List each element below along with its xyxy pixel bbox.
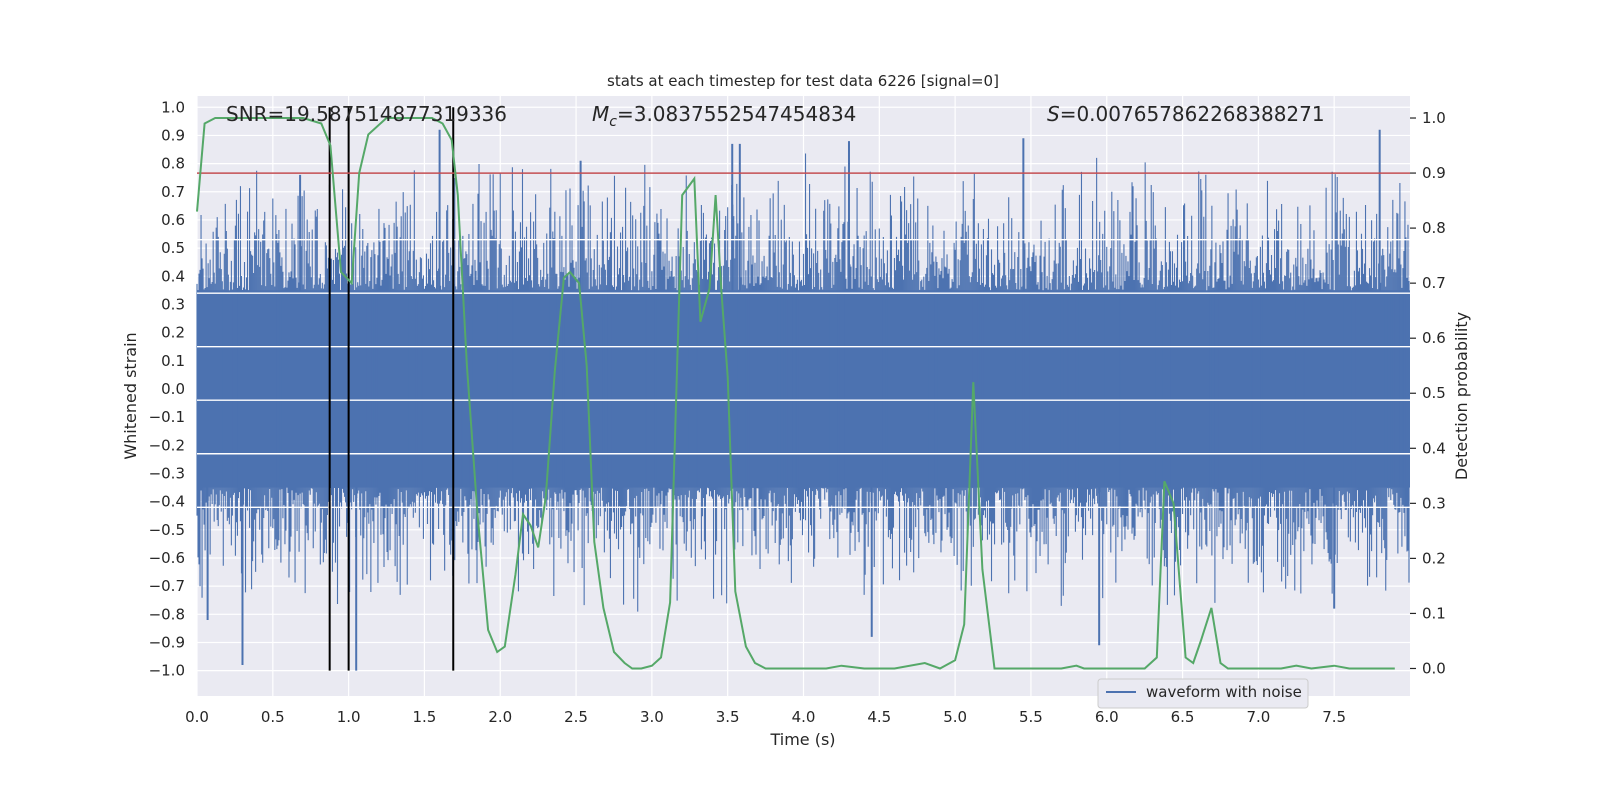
waveform-noise-series (196, 129, 1410, 671)
x-tick-label: 4.0 (792, 708, 816, 726)
x-tick-label: 3.0 (640, 708, 664, 726)
left-y-tick-label: −0.9 (149, 633, 185, 651)
snr-annotation: SNR=19.587514877319336 (226, 102, 507, 126)
chirp-mass-annotation: Mc=3.0837552547454834 (592, 102, 856, 130)
right-y-tick-label: 0.5 (1422, 384, 1446, 402)
left-y-tick-label: 0.2 (161, 324, 185, 342)
x-axis-label: Time (s) (769, 730, 835, 749)
left-y-tick-label: −0.5 (149, 521, 185, 539)
left-y-tick-label: 0.0 (161, 380, 185, 398)
x-tick-label: 1.5 (413, 708, 437, 726)
right-y-tick-label: 0.2 (1422, 549, 1446, 567)
right-y-tick-label: 0.8 (1422, 219, 1446, 237)
right-y-tick-label: 0.0 (1422, 659, 1446, 677)
x-tick-label: 6.0 (1095, 708, 1119, 726)
legend-label: waveform with noise (1146, 683, 1302, 701)
right-y-axis-ticks: 1.0 0.9 0.8 0.7 0.6 0.5 0.4 0.3 0.2 0.1 0.0 (1410, 109, 1446, 677)
x-tick-label: 5.0 (943, 708, 967, 726)
x-tick-label: 2.0 (488, 708, 512, 726)
left-y-tick-label: −0.7 (149, 577, 185, 595)
right-y-tick-label: 0.7 (1422, 274, 1446, 292)
right-y-tick-label: 0.1 (1422, 604, 1446, 622)
left-y-tick-label: −0.6 (149, 549, 185, 567)
x-tick-label: 3.5 (716, 708, 740, 726)
left-y-tick-label: −0.8 (149, 605, 185, 623)
right-y-tick-label: 0.9 (1422, 164, 1446, 182)
left-y-tick-label: 0.7 (161, 183, 185, 201)
left-y-tick-label: 0.5 (161, 239, 185, 257)
left-y-tick-label: 0.4 (161, 267, 185, 285)
left-y-tick-label: −1.0 (149, 662, 185, 680)
left-y-tick-label: 0.1 (161, 352, 185, 370)
left-y-tick-label: 0.8 (161, 155, 185, 173)
left-y-tick-label: 1.0 (161, 98, 185, 116)
score-symbol: S (1047, 102, 1060, 126)
left-y-tick-label: −0.3 (149, 464, 185, 482)
score-annotation: S=0.007657862268388271 (1047, 102, 1325, 126)
x-tick-label: 0.5 (261, 708, 285, 726)
chart-title: stats at each timestep for test data 622… (607, 72, 999, 90)
left-y-axis-label: Whitened strain (121, 332, 140, 459)
detection-probability-line (196, 117, 1395, 670)
x-tick-label: 1.0 (337, 708, 361, 726)
left-y-tick-label: 0.9 (161, 126, 185, 144)
x-tick-label: 7.0 (1246, 708, 1270, 726)
left-y-axis-ticks: 1.0 0.9 0.8 0.7 0.6 0.5 0.4 0.3 0.2 0.1 0.0 −0.1 −0.… (149, 98, 185, 679)
left-y-tick-label: 0.3 (161, 295, 185, 313)
score-value: =0.007657862268388271 (1060, 102, 1325, 126)
x-tick-label: 5.5 (1019, 708, 1043, 726)
left-y-tick-label: −0.1 (149, 408, 185, 426)
chirp-mass-symbol: M (592, 102, 609, 126)
x-tick-label: 0.0 (185, 708, 209, 726)
chirp-mass-value: =3.0837552547454834 (617, 102, 856, 126)
chirp-mass-subscript: c (609, 114, 617, 130)
right-y-tick-label: 0.4 (1422, 439, 1446, 457)
legend: waveform with noise (1097, 678, 1309, 709)
x-tick-label: 4.5 (867, 708, 891, 726)
legend-box (1097, 678, 1309, 709)
x-tick-label: 7.5 (1322, 708, 1346, 726)
x-axis-ticks: 0.0 0.5 1.0 1.5 2.0 2.5 3.0 3.5 4.0 4.5 5.0 5.5 6.0 6… (185, 708, 1346, 726)
right-y-tick-label: 1.0 (1422, 109, 1446, 127)
vertical-marker-lines (328, 107, 455, 671)
right-y-tick-label: 0.6 (1422, 329, 1446, 347)
right-y-axis-label: Detection probability (1452, 312, 1471, 480)
right-y-tick-label: 0.3 (1422, 494, 1446, 512)
left-y-tick-label: −0.2 (149, 436, 185, 454)
x-tick-label: 6.5 (1171, 708, 1195, 726)
left-y-tick-label: 0.6 (161, 211, 185, 229)
left-y-tick-label: −0.4 (149, 493, 185, 511)
x-tick-label: 2.5 (564, 708, 588, 726)
